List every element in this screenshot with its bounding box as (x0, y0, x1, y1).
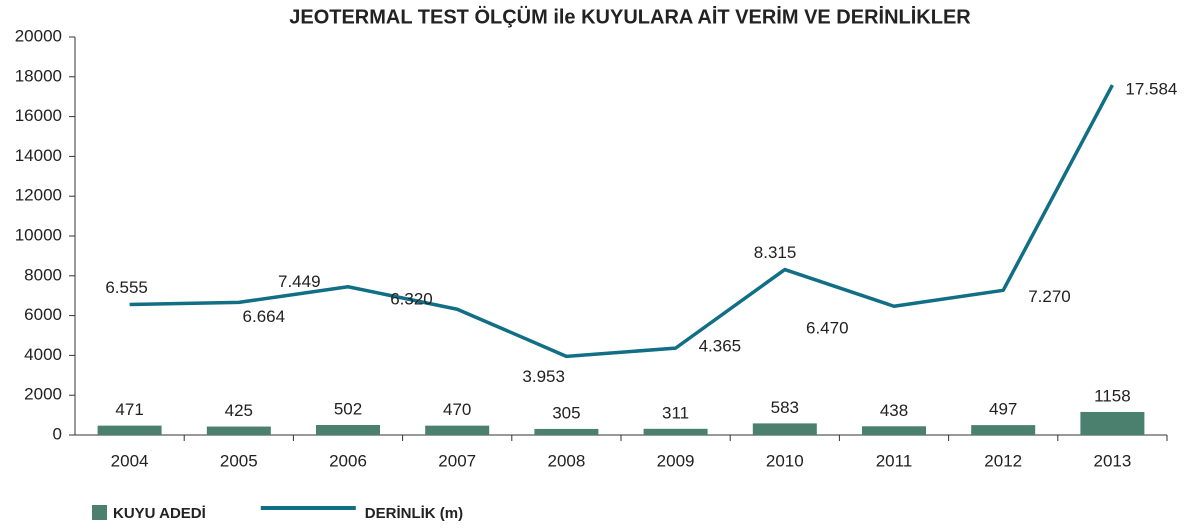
line-label: 7.270 (1028, 287, 1071, 306)
x-tick-label: 2011 (876, 451, 913, 470)
bar-label: 1158 (1094, 386, 1131, 405)
y-tick-label: 0 (53, 424, 62, 443)
y-tick-label: 6000 (24, 305, 62, 324)
chart-title: JEOTERMAL TEST ÖLÇÜM ile KUYULARA AİT VE… (289, 5, 971, 28)
x-tick-label: 2006 (329, 451, 367, 470)
line-label: 3.953 (522, 367, 565, 386)
line-label: 8.315 (754, 243, 797, 262)
line-label: 6.664 (243, 307, 286, 326)
bar-label: 438 (880, 401, 908, 420)
line-label: 6.470 (806, 319, 849, 338)
bar (862, 426, 926, 435)
bar-label: 425 (225, 401, 253, 420)
y-tick-label: 14000 (15, 146, 62, 165)
y-tick-label: 18000 (15, 66, 62, 85)
y-tick-label: 12000 (15, 186, 62, 205)
x-tick-label: 2013 (1093, 451, 1131, 470)
line-label: 17.584 (1125, 80, 1177, 99)
x-tick-label: 2008 (547, 451, 585, 470)
y-tick-label: 10000 (15, 225, 62, 244)
bar (316, 425, 380, 435)
bar-label: 502 (334, 399, 362, 418)
bar (752, 423, 817, 435)
bar (206, 426, 271, 435)
x-tick-label: 2009 (657, 451, 695, 470)
line-label: 4.365 (699, 337, 742, 356)
bar (1080, 411, 1145, 435)
bar (971, 425, 1036, 435)
bar (97, 425, 162, 435)
legend-swatch (92, 505, 107, 520)
bar (534, 428, 599, 435)
y-tick-label: 2000 (24, 385, 62, 404)
y-tick-label: 4000 (24, 345, 62, 364)
bar-label: 583 (771, 398, 799, 417)
bar-label: 497 (989, 400, 1017, 419)
line-label: 7.449 (278, 272, 321, 291)
x-tick-label: 2004 (111, 451, 149, 470)
y-tick-label: 20000 (15, 26, 62, 45)
y-tick-label: 16000 (15, 106, 62, 125)
x-tick-label: 2012 (984, 451, 1022, 470)
x-tick-label: 2007 (438, 451, 476, 470)
bar-label: 470 (443, 400, 471, 419)
legend-label: KUYU ADEDİ (113, 505, 206, 522)
bar-label: 305 (552, 403, 580, 422)
bar-label: 471 (115, 400, 143, 419)
line (129, 84, 1114, 359)
legend-label: DERİNLİK (m) (365, 505, 463, 522)
line-label: 6.555 (105, 278, 148, 297)
line-label: 6.320 (390, 290, 433, 309)
bar-label: 311 (662, 403, 689, 422)
bar (425, 425, 490, 435)
bar (643, 428, 708, 435)
x-tick-label: 2010 (766, 451, 804, 470)
x-tick-label: 2005 (220, 451, 258, 470)
y-tick-label: 8000 (24, 265, 62, 284)
